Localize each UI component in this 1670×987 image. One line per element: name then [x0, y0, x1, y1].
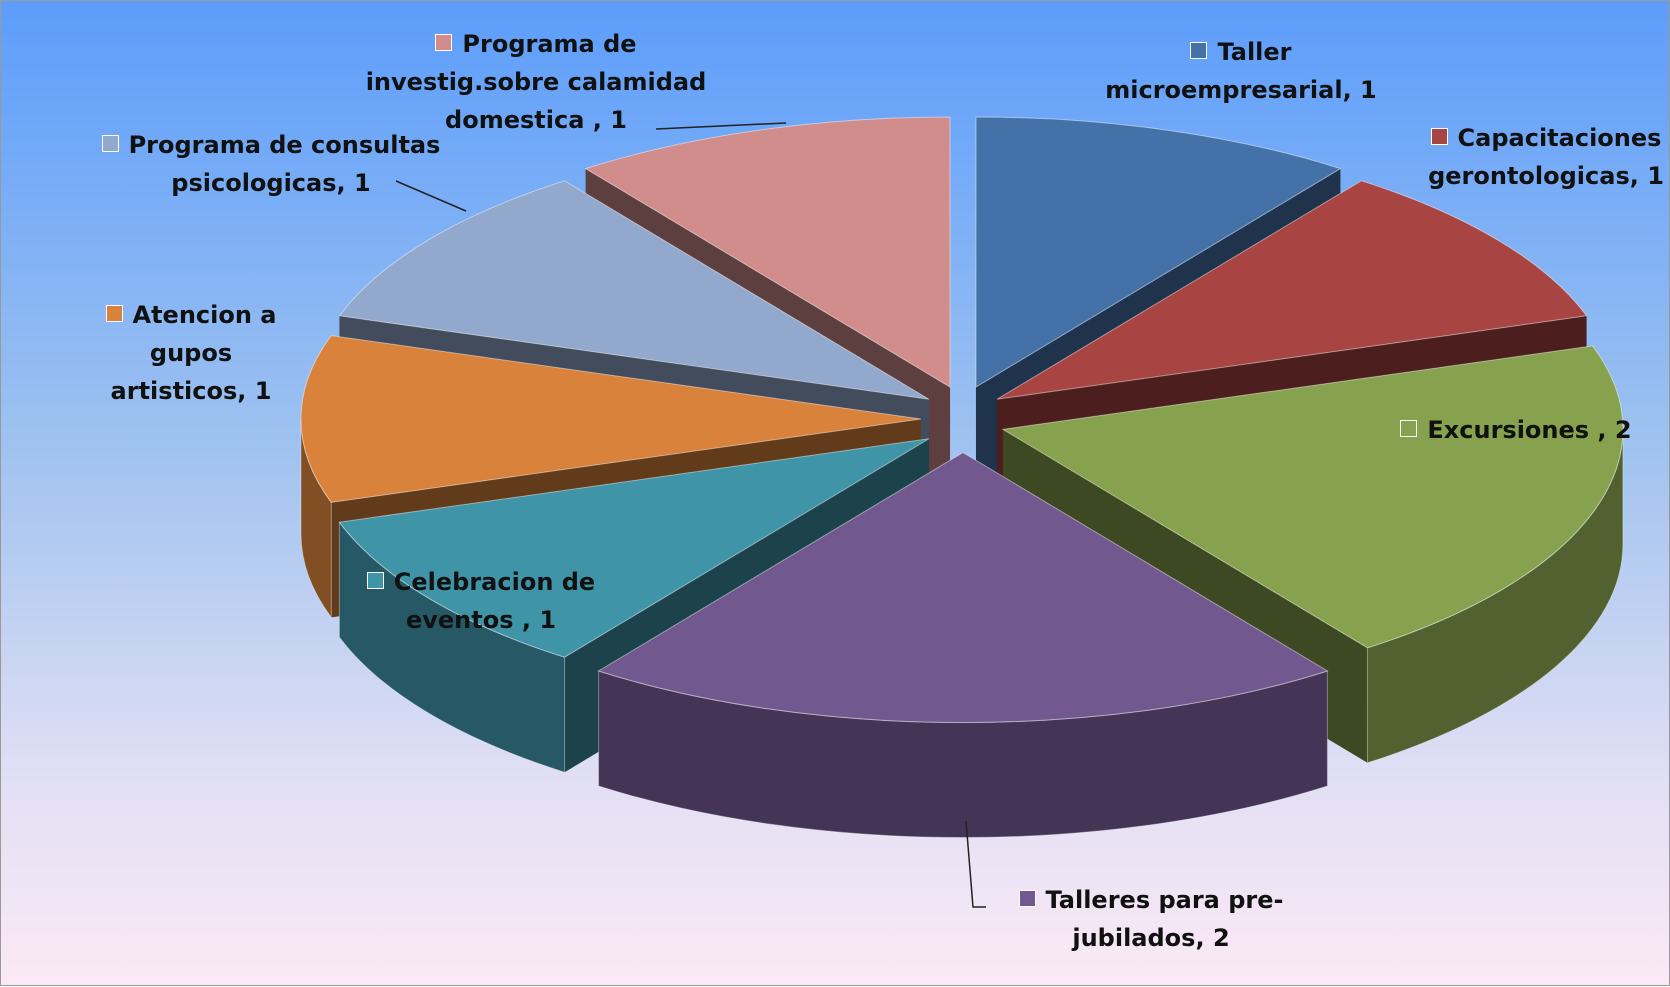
category-label: Talleres para pre-jubilados,: [1046, 886, 1284, 952]
value-label: 2: [1213, 924, 1230, 952]
data-label: Talleres para pre-jubilados, 2: [1001, 881, 1301, 957]
category-label: Celebracion de eventos ,: [394, 568, 595, 634]
data-label: Celebracion de eventos , 1: [346, 563, 616, 639]
value-label: 1: [1647, 162, 1664, 190]
category-label: Programa de consultas psicologicas,: [129, 131, 441, 197]
legend-marker: [106, 305, 123, 322]
pie: [301, 117, 1623, 838]
legend-marker: [435, 34, 452, 51]
data-label: Excursiones , 2: [1371, 411, 1661, 449]
value-label: 1: [255, 377, 272, 405]
data-label: Taller microempresarial, 1: [1076, 33, 1406, 109]
value-label: 1: [539, 606, 556, 634]
data-label: Programa de investig.sobre calamidad dom…: [351, 25, 721, 139]
value-label: 1: [610, 106, 627, 134]
legend-marker: [1190, 42, 1207, 59]
legend-marker: [367, 572, 384, 589]
legend-marker: [1400, 420, 1417, 437]
value-label: 2: [1615, 416, 1632, 444]
legend-marker: [1019, 890, 1036, 907]
category-label: Programa de investig.sobre calamidad dom…: [366, 30, 707, 134]
category-label: Excursiones ,: [1427, 416, 1606, 444]
value-label: 1: [1360, 76, 1377, 104]
category-label: Taller microempresarial,: [1105, 38, 1351, 104]
category-label: Capacitaciones gerontologicas,: [1428, 124, 1661, 190]
category-label: Atencion a gupos artisticos,: [111, 301, 277, 405]
data-label: Capacitaciones gerontologicas, 1: [1421, 119, 1670, 195]
legend-marker: [1431, 128, 1448, 145]
data-label: Atencion a gupos artisticos, 1: [86, 296, 296, 410]
value-label: 1: [354, 169, 371, 197]
legend-marker: [102, 135, 119, 152]
